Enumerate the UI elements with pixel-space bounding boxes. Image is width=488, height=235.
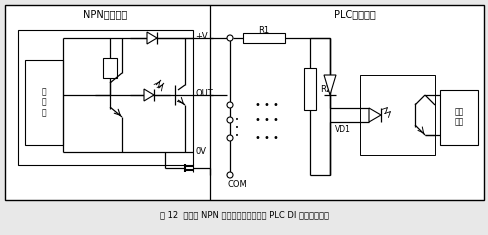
Text: 至处
理器: 至处 理器 bbox=[453, 107, 463, 127]
Text: • • •: • • • bbox=[254, 133, 278, 143]
Text: 图 12  传感器 NPN 型输出与漏型输入的 PLC DI 模块的接线图: 图 12 传感器 NPN 型输出与漏型输入的 PLC DI 模块的接线图 bbox=[159, 211, 328, 219]
Text: • • •: • • • bbox=[254, 115, 278, 125]
Bar bbox=[103, 58, 117, 78]
Text: • • •: • • • bbox=[254, 100, 278, 110]
Text: 0V: 0V bbox=[195, 148, 205, 157]
Circle shape bbox=[226, 135, 232, 141]
Text: VD1: VD1 bbox=[334, 125, 350, 134]
Bar bbox=[304, 68, 315, 110]
Text: •
•
•: • • • bbox=[235, 117, 239, 140]
Text: +V: +V bbox=[195, 31, 207, 40]
Polygon shape bbox=[147, 32, 157, 44]
Text: R1: R1 bbox=[258, 26, 269, 35]
Polygon shape bbox=[368, 108, 380, 122]
Bar bbox=[5, 5, 483, 200]
Bar bbox=[25, 60, 63, 145]
Text: PLC内部接线: PLC内部接线 bbox=[333, 9, 375, 19]
Bar bbox=[18, 30, 193, 165]
Circle shape bbox=[226, 35, 232, 41]
Text: R2: R2 bbox=[319, 85, 330, 94]
Bar bbox=[439, 90, 477, 145]
Circle shape bbox=[226, 172, 232, 178]
Bar bbox=[243, 33, 285, 43]
Polygon shape bbox=[324, 75, 335, 95]
Bar bbox=[359, 75, 434, 155]
Text: COM: COM bbox=[226, 180, 246, 189]
Circle shape bbox=[226, 102, 232, 108]
Text: OUT: OUT bbox=[195, 89, 212, 98]
Text: 主
电
路: 主 电 路 bbox=[41, 87, 46, 117]
Circle shape bbox=[226, 117, 232, 123]
Text: NPN型传感器: NPN型传感器 bbox=[82, 9, 127, 19]
Polygon shape bbox=[143, 89, 154, 101]
